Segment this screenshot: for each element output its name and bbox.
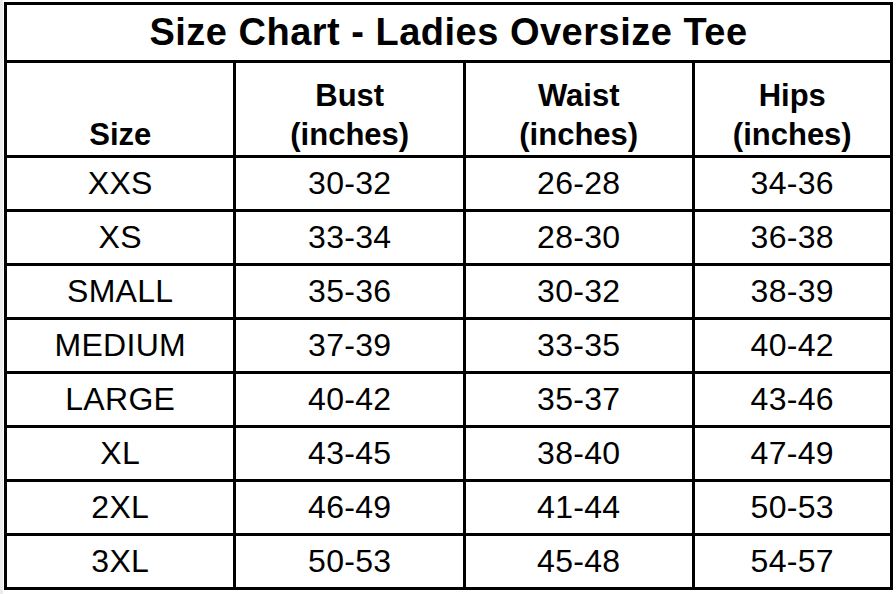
size-cell: SMALL xyxy=(6,265,235,319)
hips-cell: 40-42 xyxy=(693,319,891,373)
hips-cell: 34-36 xyxy=(693,157,891,211)
bust-cell: 46-49 xyxy=(235,481,464,535)
waist-cell: 45-48 xyxy=(464,535,693,589)
header-line: (inches) xyxy=(466,115,692,155)
table-row-medium: MEDIUM 37-39 33-35 40-42 xyxy=(6,319,892,373)
header-line: Hips xyxy=(695,76,890,116)
column-header-waist: Waist (inches) xyxy=(464,62,693,157)
hips-cell: 38-39 xyxy=(693,265,891,319)
size-chart-table: Size Chart - Ladies Oversize Tee Size Bu… xyxy=(4,2,893,590)
waist-cell: 41-44 xyxy=(464,481,693,535)
header-line: Waist xyxy=(466,76,692,116)
column-header-hips: Hips (inches) xyxy=(693,62,891,157)
waist-cell: 38-40 xyxy=(464,427,693,481)
bust-cell: 37-39 xyxy=(235,319,464,373)
table-row-xl: XL 43-45 38-40 47-49 xyxy=(6,427,892,481)
size-cell: LARGE xyxy=(6,373,235,427)
column-header-size: Size xyxy=(6,62,235,157)
bust-cell: 43-45 xyxy=(235,427,464,481)
size-cell: MEDIUM xyxy=(6,319,235,373)
header-line: Bust xyxy=(236,76,462,116)
hips-cell: 36-38 xyxy=(693,211,891,265)
header-line: Size xyxy=(7,115,233,155)
chart-title: Size Chart - Ladies Oversize Tee xyxy=(6,4,892,62)
column-header-bust: Bust (inches) xyxy=(235,62,464,157)
table-row-3xl: 3XL 50-53 45-48 54-57 xyxy=(6,535,892,589)
bust-cell: 35-36 xyxy=(235,265,464,319)
size-cell: XXS xyxy=(6,157,235,211)
hips-cell: 47-49 xyxy=(693,427,891,481)
header-line: (inches) xyxy=(236,115,462,155)
bust-cell: 30-32 xyxy=(235,157,464,211)
waist-cell: 30-32 xyxy=(464,265,693,319)
table-row-small: SMALL 35-36 30-32 38-39 xyxy=(6,265,892,319)
table-row-large: LARGE 40-42 35-37 43-46 xyxy=(6,373,892,427)
waist-cell: 28-30 xyxy=(464,211,693,265)
header-row: Size Bust (inches) Waist (inches) Hips (… xyxy=(6,62,892,157)
waist-cell: 33-35 xyxy=(464,319,693,373)
size-cell: XS xyxy=(6,211,235,265)
bust-cell: 50-53 xyxy=(235,535,464,589)
hips-cell: 43-46 xyxy=(693,373,891,427)
size-cell: 3XL xyxy=(6,535,235,589)
size-chart-page: Size Chart - Ladies Oversize Tee Size Bu… xyxy=(0,0,896,594)
title-row: Size Chart - Ladies Oversize Tee xyxy=(6,4,892,62)
header-line: (inches) xyxy=(695,115,890,155)
hips-cell: 54-57 xyxy=(693,535,891,589)
waist-cell: 26-28 xyxy=(464,157,693,211)
table-row-xxs: XXS 30-32 26-28 34-36 xyxy=(6,157,892,211)
size-cell: 2XL xyxy=(6,481,235,535)
bust-cell: 33-34 xyxy=(235,211,464,265)
table-row-xs: XS 33-34 28-30 36-38 xyxy=(6,211,892,265)
size-cell: XL xyxy=(6,427,235,481)
table-row-2xl: 2XL 46-49 41-44 50-53 xyxy=(6,481,892,535)
bust-cell: 40-42 xyxy=(235,373,464,427)
waist-cell: 35-37 xyxy=(464,373,693,427)
hips-cell: 50-53 xyxy=(693,481,891,535)
